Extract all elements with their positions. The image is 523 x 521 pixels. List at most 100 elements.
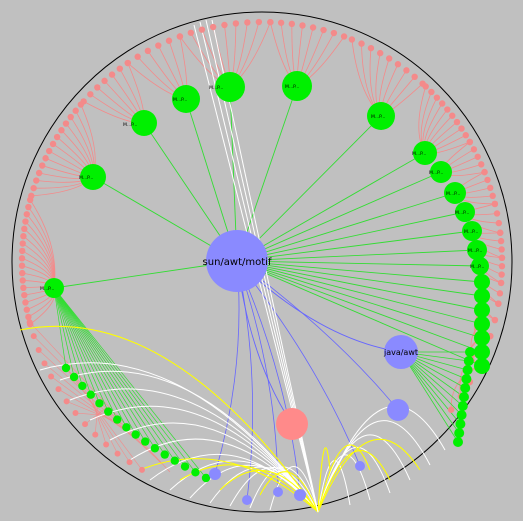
mid-edge [53, 287, 127, 428]
package-edge [236, 260, 301, 496]
mid-node [474, 302, 490, 318]
leaf-node [26, 319, 33, 326]
mid-node[interactable] [172, 85, 200, 113]
mid-node [191, 468, 200, 477]
mid-node[interactable] [44, 278, 64, 298]
mid-label: M...P... [429, 170, 443, 176]
package-node-java-awt[interactable] [384, 335, 418, 369]
leaf-node [116, 65, 124, 72]
dependency-arc [219, 469, 319, 513]
mid-node[interactable] [430, 161, 452, 183]
leaf-node [495, 219, 503, 227]
hub-node [276, 408, 308, 440]
mid-node [150, 444, 160, 453]
mid-edge [236, 260, 483, 325]
leaf-node [403, 67, 410, 74]
dependency-arc [59, 370, 319, 513]
leaf-node [35, 346, 42, 353]
leaf-node [45, 147, 53, 155]
leaf-node [124, 59, 131, 67]
mid-node [69, 372, 79, 382]
leaf-node [449, 112, 456, 119]
mid-node [61, 363, 71, 373]
boundary-circle [11, 11, 513, 513]
mid-edge [236, 230, 473, 262]
mid-node[interactable] [455, 202, 475, 222]
mid-edge [236, 115, 382, 262]
mid-node[interactable] [467, 240, 487, 260]
mid-node[interactable] [413, 141, 437, 165]
mid-node [170, 456, 179, 465]
mid-edge [236, 171, 442, 262]
leaf-node [30, 333, 37, 340]
mid-edge [53, 287, 176, 461]
leaf-node [439, 100, 446, 107]
leaf-node [277, 19, 285, 26]
mid-label: M...P... [285, 84, 299, 90]
mid-labels: M...P... M...P... M...P... M...P... M...P...… [40, 84, 484, 292]
leaf-node [48, 373, 55, 380]
leaf-node [18, 255, 26, 262]
leaf-node [340, 33, 348, 40]
mid-label: M...P... [412, 151, 426, 157]
mid-node [141, 437, 150, 446]
mid-edge [236, 211, 466, 262]
dependency-arc [317, 447, 391, 513]
mid-node [180, 462, 190, 471]
mid-node[interactable] [282, 71, 312, 101]
mid-node [201, 473, 211, 483]
mid-edge [236, 260, 483, 311]
leaf-node [498, 254, 506, 262]
mid-node[interactable] [471, 257, 489, 275]
leaf-node [39, 162, 46, 169]
mid-node[interactable] [367, 102, 395, 130]
package-nodes [209, 399, 409, 505]
dependency-arc [69, 388, 319, 513]
mid-label: M...P... [123, 122, 137, 128]
package-edge [236, 260, 361, 467]
mid-node[interactable] [444, 182, 466, 204]
leaf-node [58, 127, 65, 134]
leaf-node [63, 398, 70, 405]
leaf-node [447, 406, 455, 413]
mid-edge [236, 260, 481, 267]
leaf-node [491, 316, 499, 324]
leaf-node [176, 33, 184, 40]
mid-node[interactable] [131, 110, 157, 136]
leaf-node [367, 44, 375, 52]
root-node[interactable] [206, 230, 268, 292]
mid-edge [236, 249, 478, 262]
dependency-arc [317, 460, 351, 513]
leaf-node [481, 168, 488, 176]
leaf-node [53, 133, 61, 141]
package-node [355, 461, 365, 471]
mid-edge [53, 287, 83, 387]
mid-edge [53, 287, 109, 412]
mid-node[interactable] [462, 221, 482, 241]
package-node [387, 399, 409, 421]
leaf-node [25, 203, 32, 211]
leaf-node [376, 49, 384, 57]
leaf-node [470, 146, 478, 153]
leaf-node [309, 24, 317, 31]
leaf-node [348, 36, 356, 43]
mid-edge [53, 287, 156, 449]
leaf-node [19, 240, 26, 247]
mid-label: M...P... [455, 210, 469, 216]
mid-node [455, 419, 466, 429]
leaf-node [474, 153, 481, 160]
mid-node[interactable] [80, 164, 106, 190]
leaf-node [491, 200, 499, 208]
leaf-node [244, 19, 251, 26]
leaf-edge [84, 407, 107, 425]
mid-edge [53, 287, 100, 404]
mid-node[interactable] [215, 72, 245, 102]
mid-edge [53, 287, 92, 395]
mid-edge [400, 351, 459, 443]
leaf-node [462, 132, 469, 139]
leaf-node [484, 176, 491, 184]
mid-label: M...P... [464, 229, 478, 235]
mid-nodes [44, 71, 490, 483]
leaf-node [299, 22, 306, 29]
